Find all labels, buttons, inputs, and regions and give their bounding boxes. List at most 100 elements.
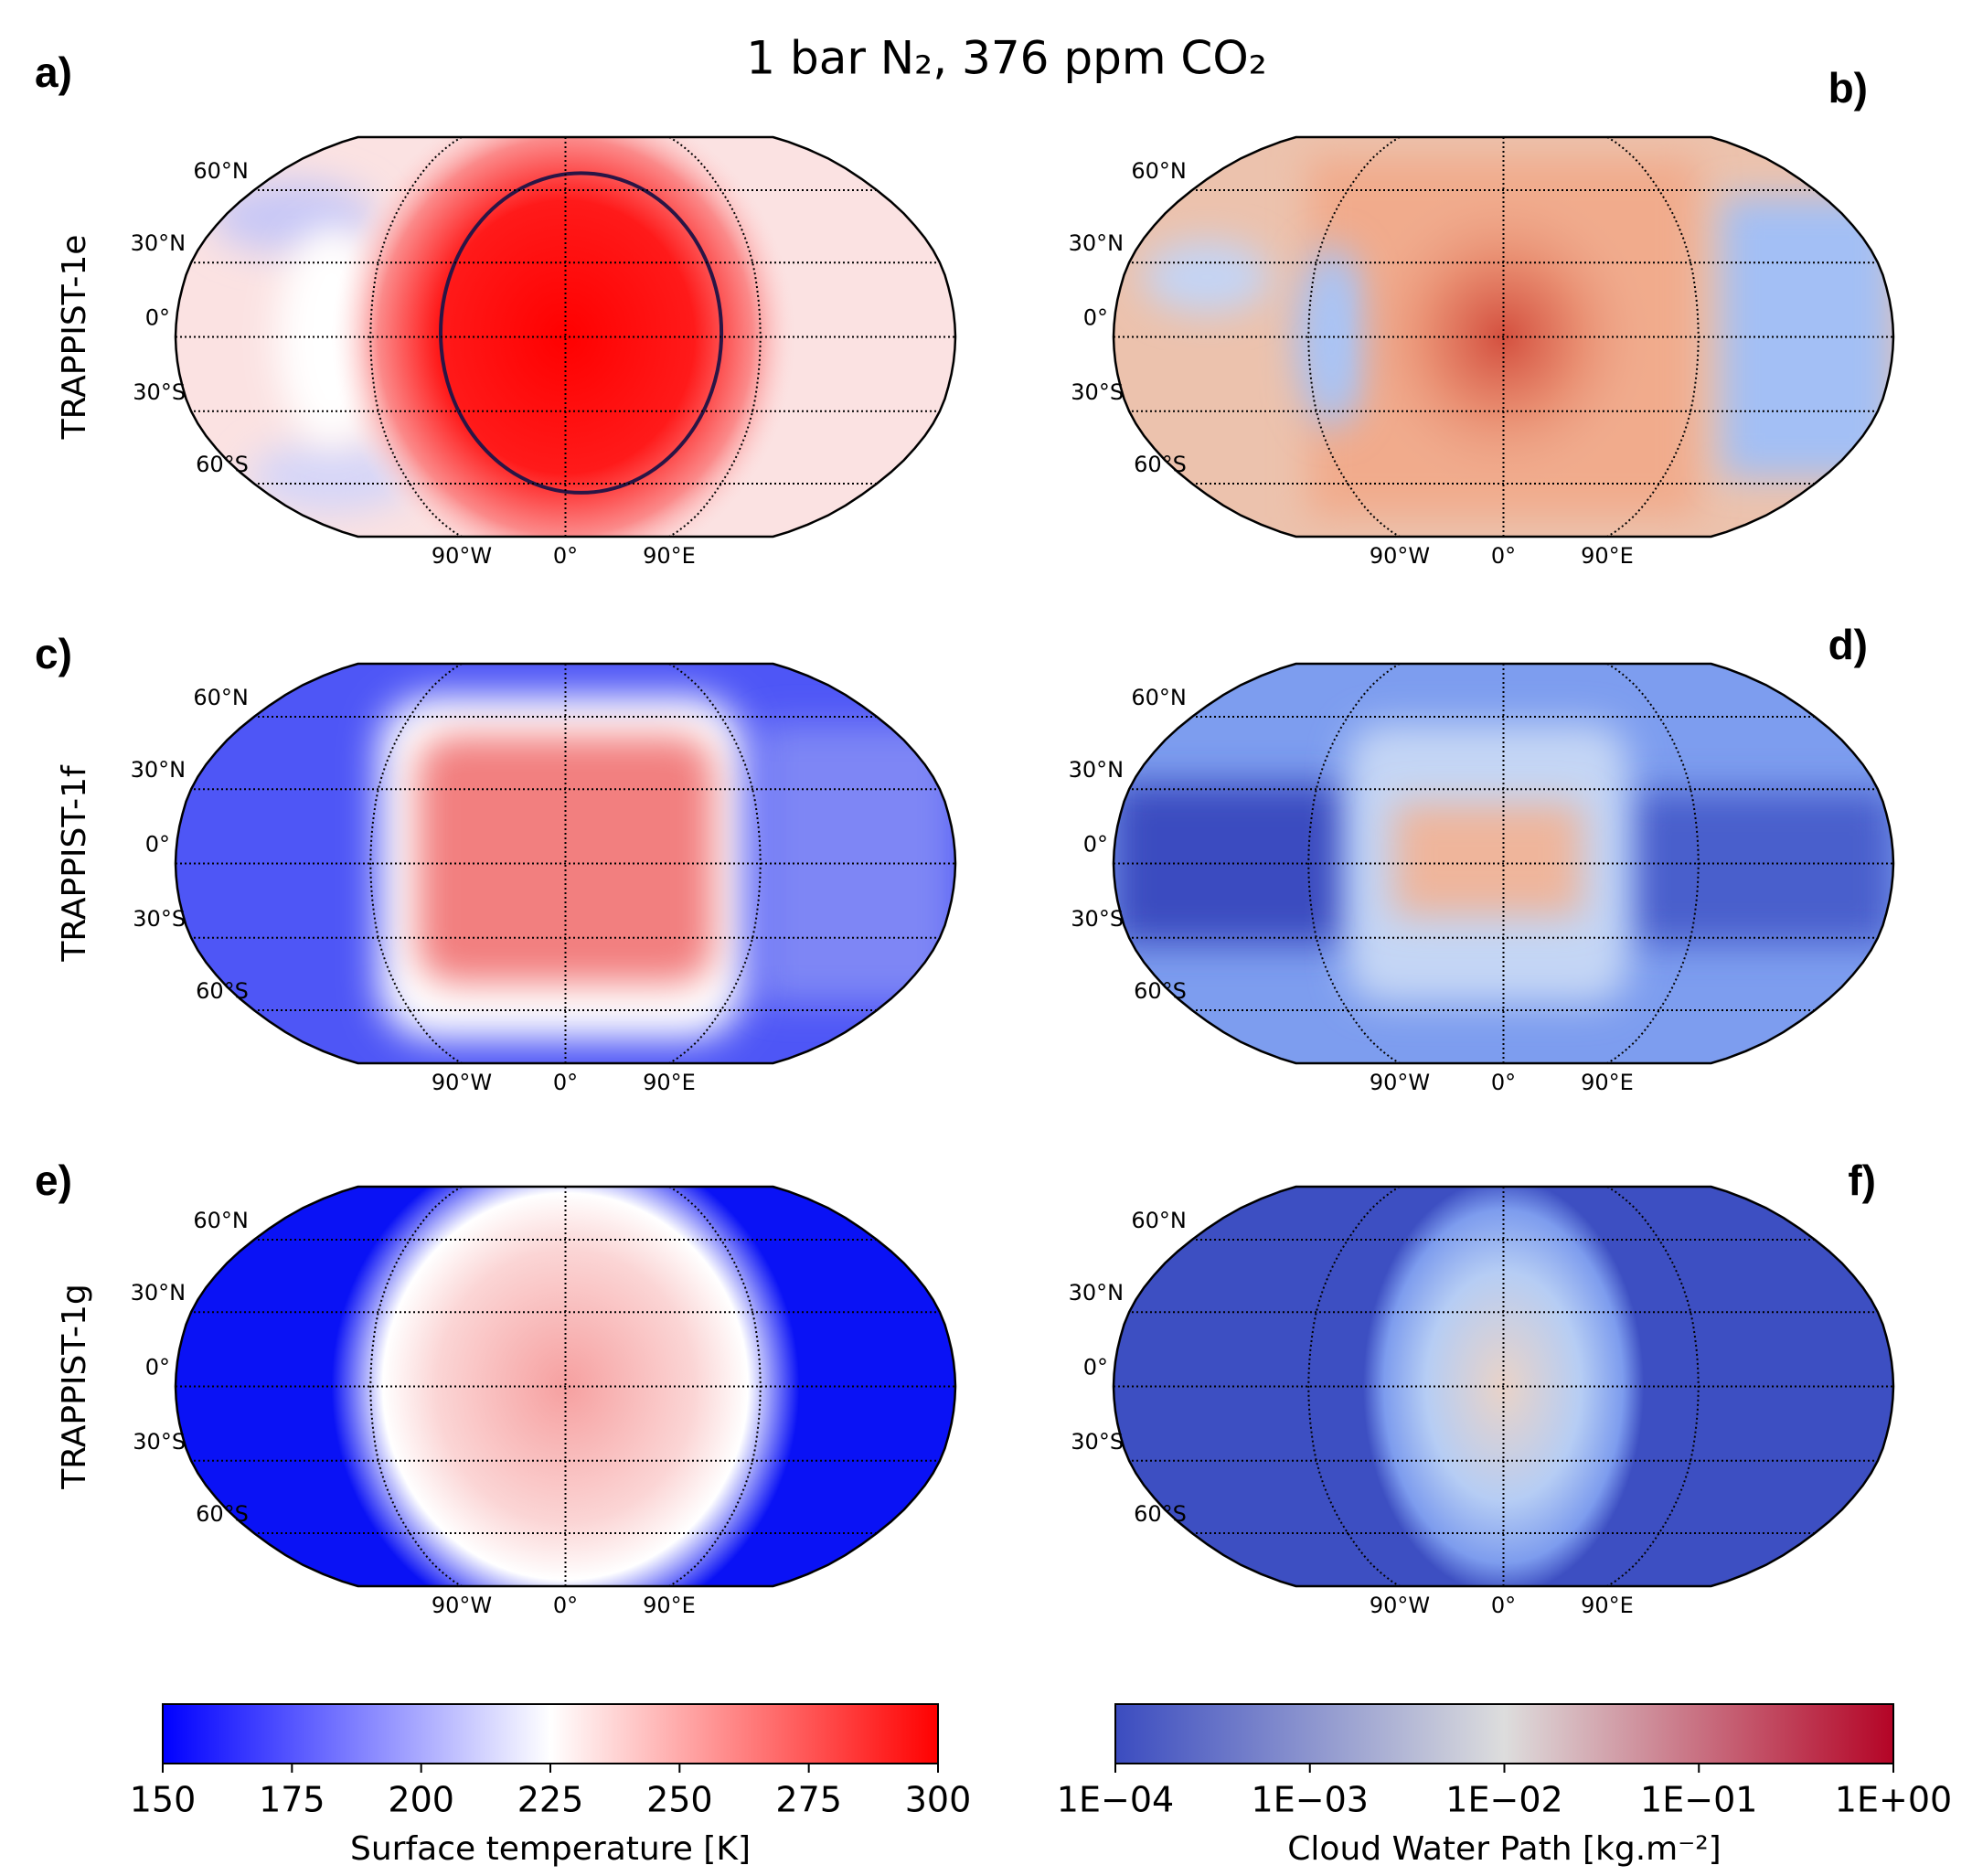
colorbar-label: Surface temperature [K] (350, 1830, 751, 1868)
tick-label: 250 (646, 1780, 713, 1820)
panel-label: a) (35, 48, 72, 96)
lat-label: 30°S (133, 379, 186, 405)
map-field (176, 664, 955, 1063)
lat-label: 30°N (1069, 230, 1125, 256)
lat-label: 0° (145, 1355, 170, 1380)
graticule (1307, 1187, 1401, 1586)
lon-label: 0° (1491, 543, 1516, 569)
tick-label: 1E−03 (1252, 1780, 1369, 1820)
contour (439, 171, 724, 495)
map-outline (174, 1185, 957, 1588)
lon-label: 90°E (643, 1070, 696, 1095)
map-panel: 60°N 30°N 0° 30°S 60°S 90°W 0° 90°E (131, 1185, 957, 1618)
lat-label: 60°S (196, 452, 249, 477)
tick-label: 175 (259, 1780, 325, 1820)
graticule (369, 1187, 463, 1586)
map-outline (1112, 662, 1895, 1065)
lat-label: 30°S (1071, 906, 1124, 932)
map-fill (1722, 197, 1893, 477)
tick-label: 150 (130, 1780, 197, 1820)
lat-label: 60°S (1134, 452, 1187, 477)
panel-label: f) (1848, 1157, 1876, 1204)
lon-label: 90°W (432, 1070, 492, 1095)
tick-label: 1E−01 (1640, 1780, 1757, 1820)
map-fill (417, 735, 714, 984)
tick-label: 1E−04 (1057, 1780, 1174, 1820)
lat-label: 0° (145, 832, 170, 858)
panel-label: b) (1828, 64, 1868, 112)
graticule (668, 664, 762, 1063)
map-fill (1114, 783, 1348, 943)
panel-label: d) (1828, 621, 1868, 668)
map-fill (1143, 240, 1272, 314)
lat-label: 60°N (193, 685, 248, 710)
tick-label: 1E−02 (1445, 1780, 1562, 1820)
graticule (369, 664, 463, 1063)
colorbar-label: Cloud Water Path [kg.m⁻²] (1287, 1830, 1721, 1868)
panel-label: c) (35, 630, 72, 677)
lat-label: 60°S (196, 1501, 249, 1527)
tick-label: 1E+00 (1835, 1780, 1952, 1820)
lat-label: 60°N (193, 1208, 248, 1233)
lon-label: 90°E (643, 543, 696, 569)
graticule (369, 137, 463, 537)
map-panel: 60°N 30°N 0° 30°S 60°S 90°W 0° 90°E (1069, 135, 1895, 569)
colorbar (162, 1703, 939, 1764)
lat-label: 60°N (1131, 158, 1187, 184)
map-field (1114, 1187, 1893, 1586)
map-fill (1394, 803, 1582, 916)
map-field (176, 137, 955, 537)
lat-label: 30°S (1071, 1429, 1124, 1455)
lon-label: 90°E (1581, 543, 1634, 569)
graticule (668, 137, 762, 537)
lon-label: 90°E (643, 1593, 696, 1618)
lat-label: 0° (1083, 1355, 1108, 1380)
map-fill (1627, 791, 1893, 943)
lon-label: 0° (553, 1593, 578, 1618)
map-panel: 60°N 30°N 0° 30°S 60°S 90°W 0° 90°E (1069, 662, 1895, 1095)
lon-label: 90°W (432, 543, 492, 569)
lon-label: 90°E (1581, 1593, 1634, 1618)
tick-label: 225 (517, 1780, 584, 1820)
lat-label: 60°S (196, 978, 249, 1004)
map-outline (1112, 135, 1895, 538)
lat-label: 60°S (1134, 1501, 1187, 1527)
map-fill (1295, 245, 1369, 429)
lat-label: 60°N (1131, 1208, 1187, 1233)
map-field (1114, 137, 1893, 537)
lat-label: 60°S (1134, 978, 1187, 1004)
graticule (1606, 137, 1700, 537)
map-outline (174, 135, 957, 538)
figure-title: 1 bar N₂, 376 ppm CO₂ (746, 32, 1266, 85)
lon-label: 90°W (432, 1593, 492, 1618)
lat-label: 0° (1083, 305, 1108, 331)
lon-label: 90°W (1370, 1593, 1430, 1618)
lat-label: 30°S (133, 906, 186, 932)
map-panel: 60°N 30°N 0° 30°S 60°S 90°W 0° 90°E (131, 662, 957, 1095)
graticule (1606, 664, 1700, 1063)
lat-label: 60°N (1131, 685, 1187, 710)
lon-label: 0° (553, 1070, 578, 1095)
graticule (668, 1187, 762, 1586)
map-panel: 60°N 30°N 0° 30°S 60°S 90°W 0° 90°E (1069, 1185, 1895, 1618)
tick-label: 275 (775, 1780, 842, 1820)
graticule (1307, 137, 1401, 537)
lon-label: 0° (1491, 1070, 1516, 1095)
lon-label: 90°W (1370, 543, 1430, 569)
lat-label: 60°N (193, 158, 248, 184)
panel-label: e) (35, 1157, 72, 1204)
lon-label: 90°E (1581, 1070, 1634, 1095)
graticule (1307, 664, 1401, 1063)
map-field (1114, 664, 1893, 1063)
lat-label: 30°N (131, 757, 187, 783)
lon-label: 90°W (1370, 1070, 1430, 1095)
lat-label: 0° (1083, 832, 1108, 858)
row-label: TRAPPIST-1f (56, 764, 93, 963)
lat-label: 30°S (1071, 379, 1124, 405)
graticule (1606, 1187, 1700, 1586)
tick-label: 200 (388, 1780, 454, 1820)
lon-label: 0° (1491, 1593, 1516, 1618)
map-outline (174, 662, 957, 1065)
map-panel: 60°N 30°N 0° 30°S 60°S 90°W 0° 90°E (131, 135, 957, 569)
